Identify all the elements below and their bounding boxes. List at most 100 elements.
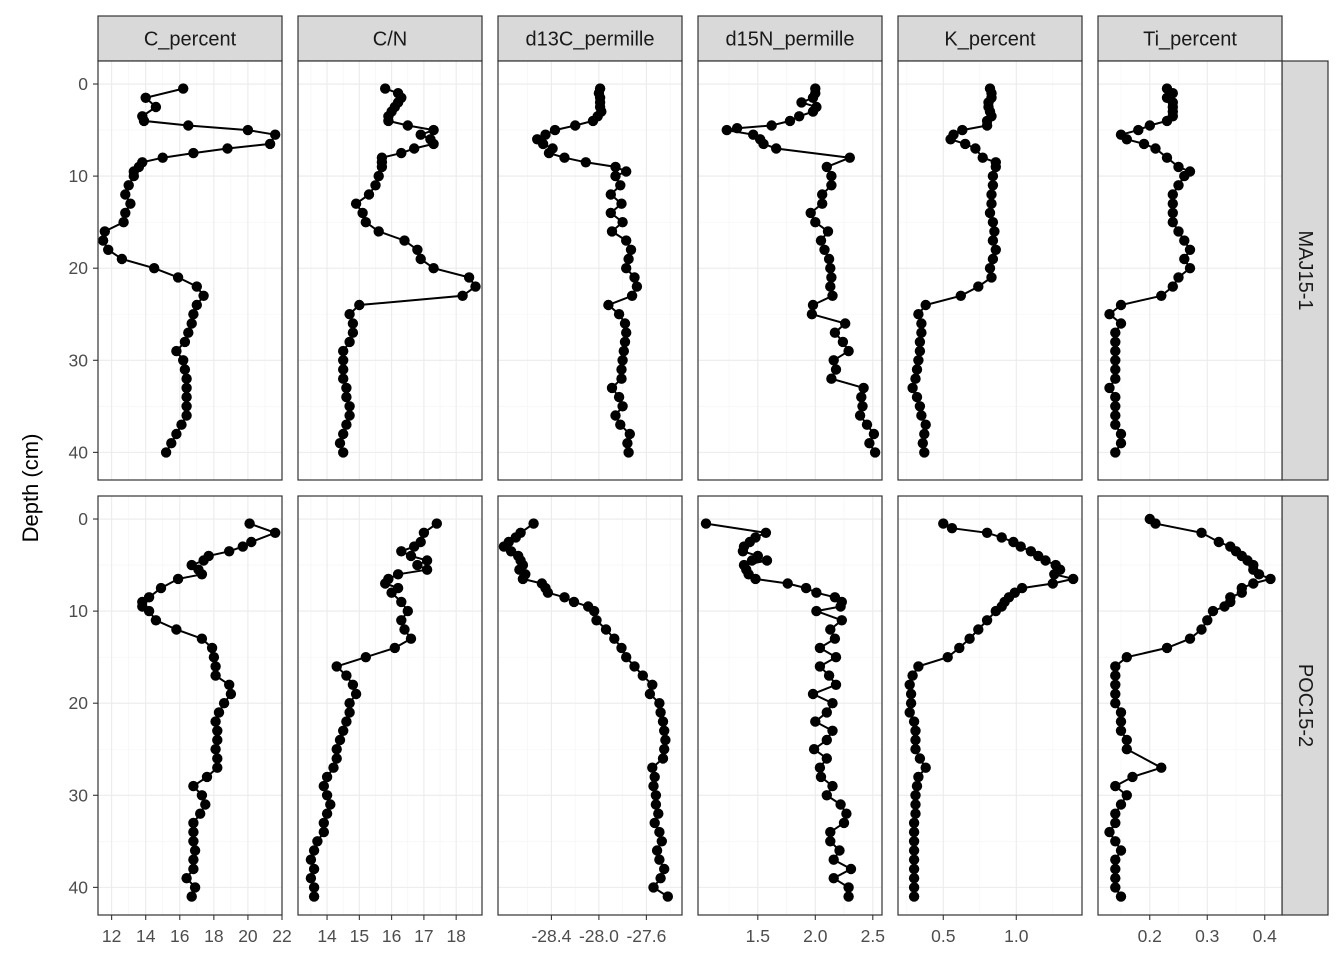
data-point (606, 382, 618, 394)
data-point (206, 642, 218, 654)
data-point (659, 863, 670, 875)
data-point (843, 345, 854, 357)
data-point (981, 120, 993, 131)
data-point (815, 771, 827, 783)
data-point (821, 734, 832, 746)
data-point (370, 180, 381, 191)
data-point (198, 555, 209, 566)
data-point (344, 309, 355, 320)
data-point (904, 679, 915, 690)
data-point (589, 605, 600, 617)
data-point (857, 401, 868, 412)
data-point (653, 808, 664, 819)
data-point (344, 401, 355, 412)
data-point (766, 120, 777, 131)
data-point (796, 97, 807, 108)
data-point (244, 518, 255, 529)
data-point (1121, 790, 1133, 801)
panel-maj15-1-c-n (297, 60, 483, 481)
data-point (405, 550, 417, 562)
data-point (731, 123, 743, 134)
data-point (396, 147, 407, 159)
data-point (196, 790, 208, 801)
data-point (97, 235, 109, 246)
data-point (837, 336, 849, 348)
data-point (829, 633, 841, 644)
data-point (910, 744, 921, 755)
data-point (617, 217, 628, 228)
data-point (1110, 854, 1121, 865)
data-point (360, 652, 371, 663)
data-point (654, 698, 665, 709)
data-point (1265, 573, 1276, 585)
data-point (1040, 555, 1051, 566)
data-point (835, 799, 846, 810)
data-point (338, 373, 349, 384)
data-point (907, 382, 918, 394)
data-point (166, 438, 177, 449)
data-point (986, 198, 997, 209)
data-point (910, 725, 921, 736)
data-point (120, 189, 131, 200)
data-point (537, 138, 549, 150)
data-point (380, 578, 391, 589)
panel-background (698, 496, 882, 915)
data-point (360, 217, 371, 228)
data-point (621, 166, 632, 177)
data-point (990, 161, 1001, 173)
data-point (618, 345, 629, 357)
data-point (814, 642, 826, 654)
data-point (1196, 527, 1207, 538)
panel-background (298, 496, 482, 915)
data-point (308, 891, 320, 902)
data-point (396, 546, 407, 557)
data-point (188, 863, 199, 875)
data-point (761, 555, 773, 566)
column-strip-label: C/N (373, 29, 407, 51)
data-point (347, 318, 359, 329)
data-point (610, 161, 621, 173)
data-point (331, 661, 342, 672)
data-point (237, 541, 248, 552)
data-point (1144, 120, 1156, 131)
data-point (150, 615, 162, 626)
data-point (470, 281, 481, 292)
data-point (621, 263, 632, 274)
data-point (616, 364, 627, 375)
panel-maj15-1-d15n-permille (697, 60, 883, 481)
data-point (188, 817, 199, 829)
data-point (1179, 235, 1190, 246)
panel-border (497, 60, 683, 481)
data-point (910, 373, 921, 384)
data-point (1104, 309, 1115, 320)
x-tick-label: 18 (446, 926, 465, 946)
data-point (1236, 587, 1248, 598)
data-point (212, 762, 223, 773)
data-point (655, 707, 666, 718)
data-point (845, 863, 857, 875)
data-point (328, 762, 339, 773)
data-point (140, 92, 151, 104)
data-point (1161, 115, 1173, 127)
column-strip-label: Ti_percent (1143, 29, 1237, 51)
x-tick-label: 0.4 (1253, 926, 1278, 946)
data-point (242, 124, 254, 136)
data-point (341, 670, 352, 681)
x-tick-label: 16 (170, 926, 189, 946)
data-point (1110, 817, 1121, 829)
data-point (651, 845, 663, 856)
panel-poc15-2-k-percent (897, 495, 1083, 916)
data-point (825, 281, 836, 292)
data-point (945, 134, 956, 145)
data-point (171, 428, 182, 440)
data-point (1049, 569, 1060, 580)
data-point (373, 226, 384, 237)
data-point (1138, 138, 1150, 150)
y-tick-label: 30 (69, 350, 89, 370)
data-point (648, 882, 659, 893)
data-point (1173, 161, 1184, 173)
data-point (990, 605, 1001, 617)
y-tick-label: 0 (78, 74, 88, 94)
data-point (829, 327, 841, 338)
panel-maj15-1-c-percent (97, 60, 283, 481)
